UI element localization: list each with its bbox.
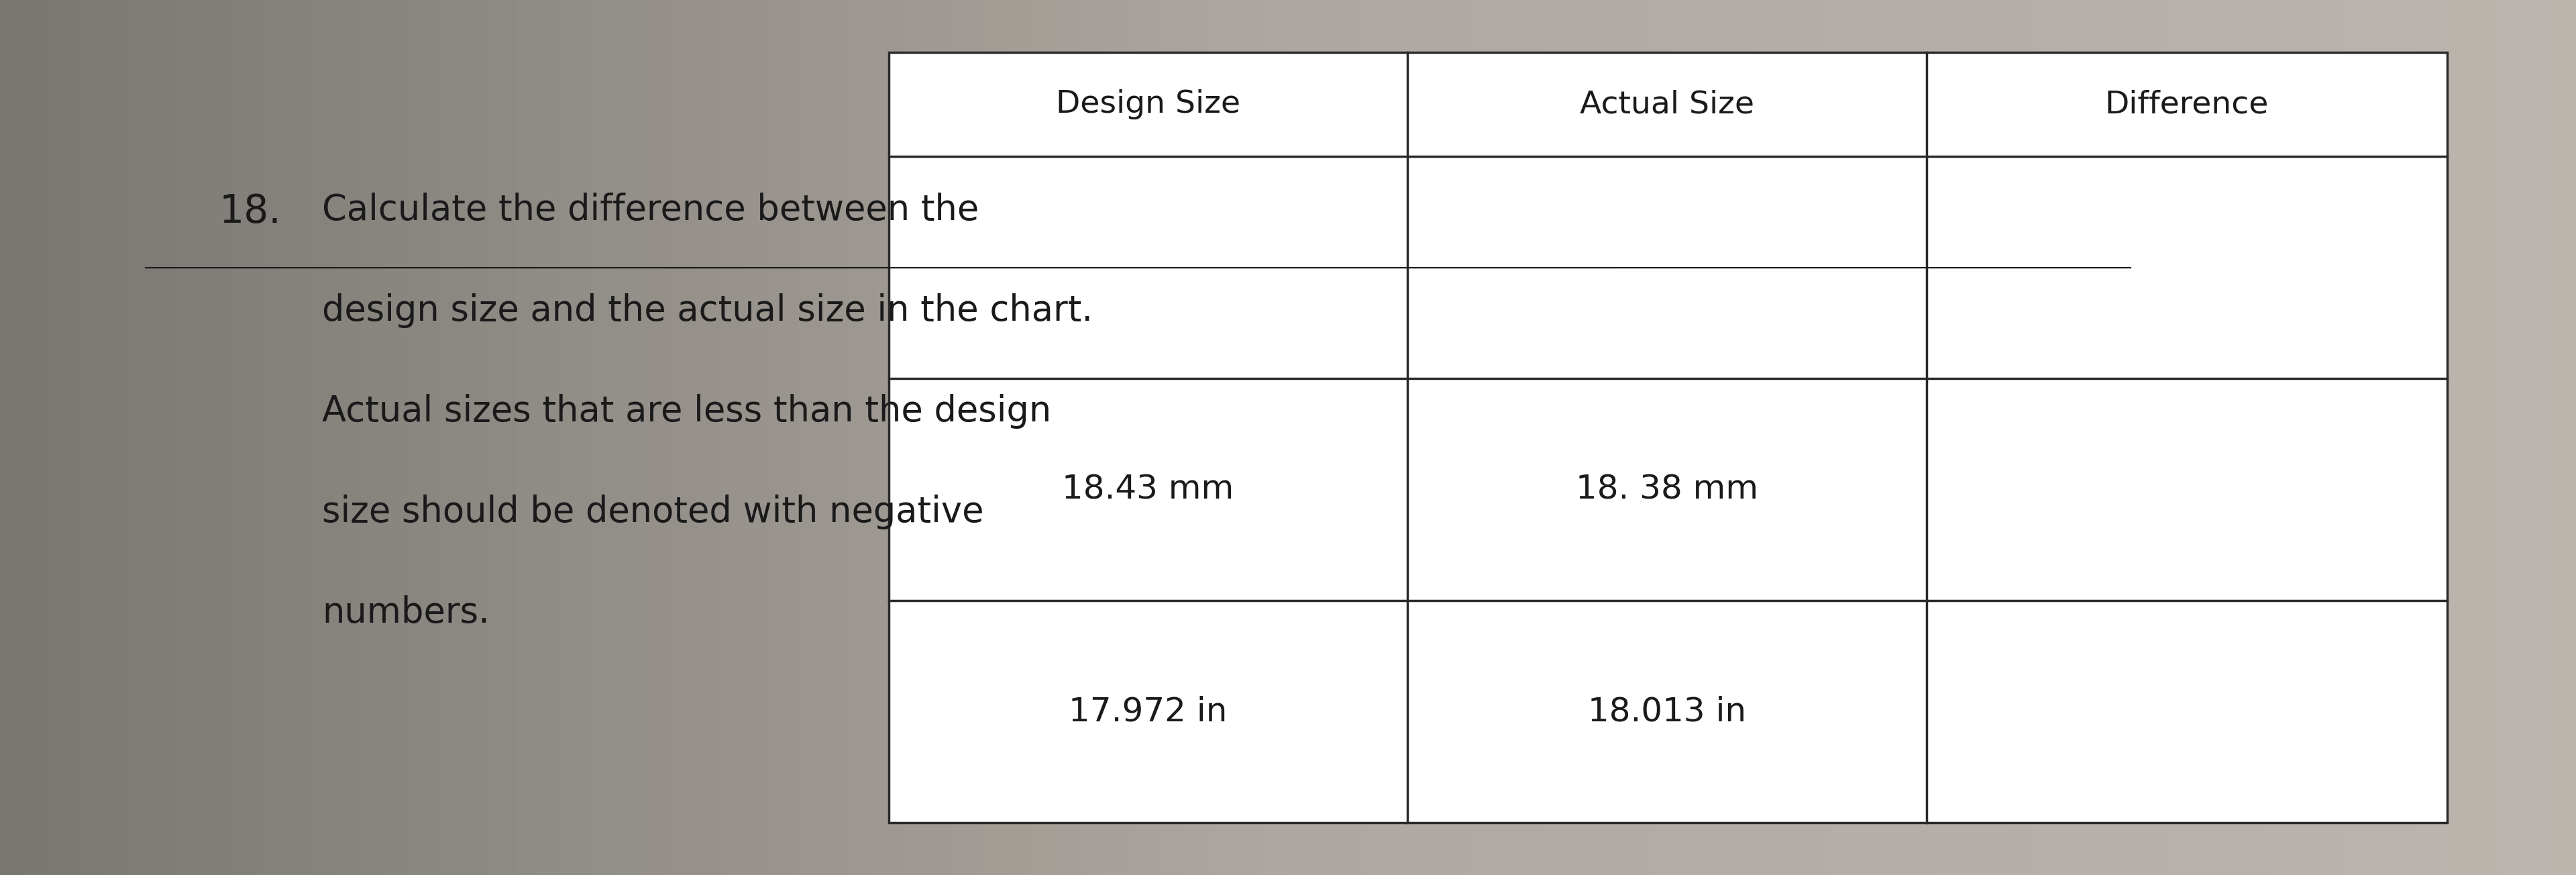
Text: Actual Size: Actual Size bbox=[1579, 89, 1754, 120]
Text: 18. 38 mm: 18. 38 mm bbox=[1577, 473, 1759, 506]
Text: 18.: 18. bbox=[219, 192, 281, 231]
Text: Actual sizes that are less than the design: Actual sizes that are less than the desi… bbox=[322, 394, 1051, 429]
Text: Difference: Difference bbox=[2105, 89, 2269, 120]
Text: Design Size: Design Size bbox=[1056, 89, 1242, 120]
Text: numbers.: numbers. bbox=[322, 595, 489, 630]
Bar bbox=[889, 52, 2447, 822]
Text: 18.43 mm: 18.43 mm bbox=[1061, 473, 1234, 506]
Text: Calculate the difference between the: Calculate the difference between the bbox=[322, 192, 979, 228]
Text: design size and the actual size in the chart.: design size and the actual size in the c… bbox=[322, 293, 1092, 328]
Text: 18.013 in: 18.013 in bbox=[1587, 696, 1747, 728]
Text: size should be denoted with negative: size should be denoted with negative bbox=[322, 494, 984, 529]
Text: 17.972 in: 17.972 in bbox=[1069, 696, 1229, 728]
